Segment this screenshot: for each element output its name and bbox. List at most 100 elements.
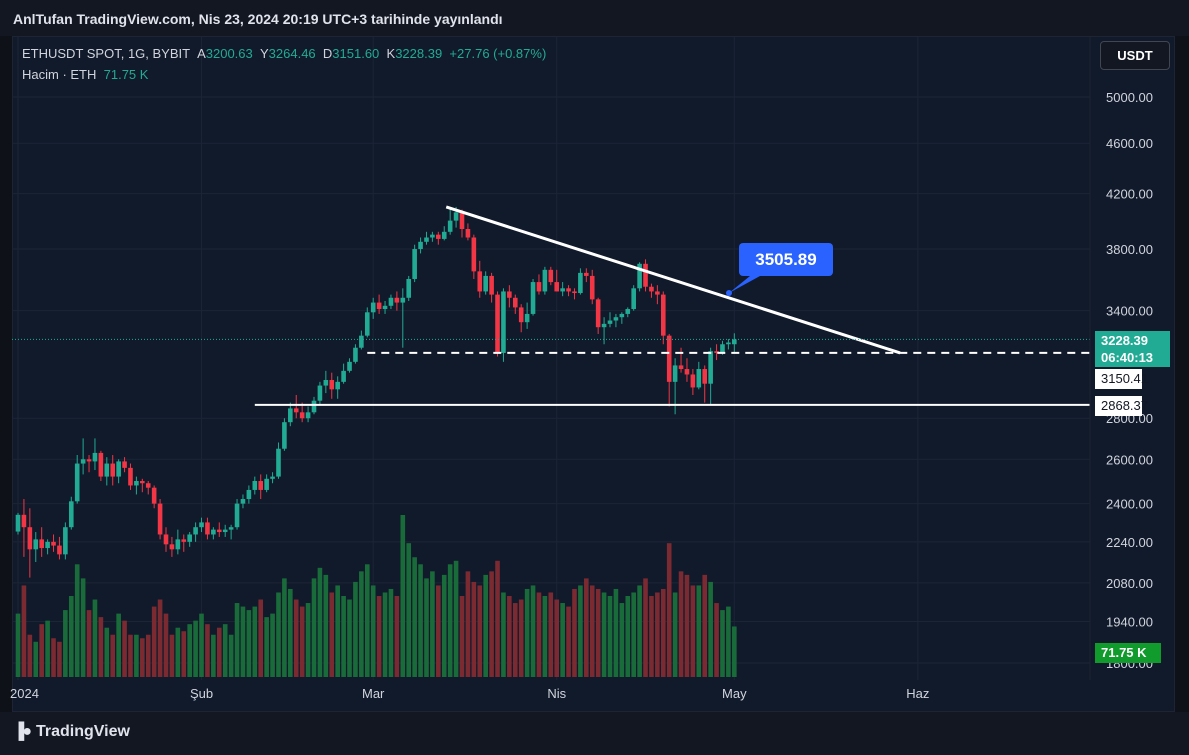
candle-body xyxy=(507,291,512,298)
candle-body xyxy=(512,297,518,308)
candle-body xyxy=(453,212,459,221)
candle-body xyxy=(282,422,287,449)
candle-body xyxy=(394,297,400,303)
volume-bar xyxy=(542,596,548,677)
callout-pointer xyxy=(729,276,760,293)
volume-bar xyxy=(323,574,329,677)
volume-bar xyxy=(370,585,376,677)
volume-bar xyxy=(720,610,725,677)
volume-bar xyxy=(507,596,512,677)
candle-body xyxy=(501,291,506,353)
candle-body xyxy=(317,385,323,401)
high-label: Y xyxy=(259,46,269,61)
candle-body xyxy=(613,317,619,321)
volume-bar xyxy=(157,599,163,677)
volume-bar xyxy=(240,606,246,677)
candle-body xyxy=(359,335,364,348)
volume-bar xyxy=(512,603,518,677)
candle-body xyxy=(406,278,412,298)
volume-bar xyxy=(57,641,62,677)
volume-bar xyxy=(317,567,323,677)
candle-body xyxy=(678,365,684,370)
volume-bar xyxy=(86,610,92,677)
candle-body xyxy=(536,282,542,292)
tradingview-logo-icon: ▐● xyxy=(13,723,32,740)
candle-body xyxy=(477,271,483,292)
volume-bar xyxy=(335,585,340,677)
volume-bars xyxy=(15,515,737,677)
candle-body xyxy=(672,365,678,382)
volume-legend: Hacim · ETH 71.75 K xyxy=(22,67,148,82)
volume-bar xyxy=(649,596,654,677)
published-caption: AnlTufan TradingView.com, Nis 23, 2024 2… xyxy=(13,11,503,27)
volume-bar xyxy=(548,592,554,677)
volume-bar xyxy=(501,592,506,677)
candle-body xyxy=(145,483,151,488)
candle-body xyxy=(566,288,571,292)
volume-bar xyxy=(228,634,234,677)
candle-body xyxy=(80,459,86,464)
chart-grid xyxy=(12,37,1090,680)
candle-body xyxy=(276,448,281,477)
candle-body xyxy=(157,503,163,535)
symbol-label[interactable]: ETHUSDT SPOT, 1G, BYBIT xyxy=(22,46,190,61)
candle-body xyxy=(86,459,92,462)
volume-bar xyxy=(726,606,731,677)
candle-body xyxy=(732,339,737,345)
volume-bar xyxy=(554,599,560,677)
candle-body xyxy=(45,541,50,549)
candle-body xyxy=(364,312,370,336)
candle-body xyxy=(63,527,68,555)
volume-bar xyxy=(619,603,625,677)
candle-body xyxy=(702,369,708,384)
candle-body xyxy=(193,527,198,535)
y-tick-label: 2240.00 xyxy=(1106,535,1153,550)
volume-bar xyxy=(364,564,370,677)
candle-body xyxy=(424,237,429,242)
candle-body xyxy=(128,467,133,486)
candle-body xyxy=(311,400,317,413)
volume-bar xyxy=(666,543,672,677)
candle-body xyxy=(436,234,441,239)
volume-bar xyxy=(643,578,648,677)
candle-body xyxy=(382,305,388,310)
volume-bar xyxy=(584,578,589,677)
volume-label[interactable]: Hacim · ETH xyxy=(22,67,97,82)
drawing-overlays xyxy=(12,205,1090,406)
candle-body xyxy=(619,313,625,318)
x-tick-label: 2024 xyxy=(10,686,39,701)
volume-bar xyxy=(465,571,471,677)
volume-bar xyxy=(453,560,459,677)
volume-bar xyxy=(199,613,204,677)
y-tick-label: 4200.00 xyxy=(1106,187,1153,202)
volume-bar xyxy=(566,606,571,677)
candle-body xyxy=(104,463,110,477)
volume-bar xyxy=(145,634,151,677)
volume-bar xyxy=(601,592,607,677)
volume-bar xyxy=(714,603,719,677)
volume-bar xyxy=(51,638,56,677)
volume-bar xyxy=(394,596,400,677)
volume-bar xyxy=(45,620,50,677)
volume-bar xyxy=(305,603,311,677)
candle-body xyxy=(15,514,21,532)
volume-bar xyxy=(530,585,536,677)
volume-bar xyxy=(33,641,39,677)
volume-bar xyxy=(572,588,577,677)
close-label: K xyxy=(386,46,396,61)
trendline-price-callout: 3505.89 xyxy=(739,243,833,276)
tradingview-logo[interactable]: ▐● TradingView xyxy=(13,723,130,741)
candle-body xyxy=(643,263,648,287)
x-tick-label: Haz xyxy=(906,686,929,701)
volume-bar xyxy=(595,588,601,677)
volume-tag: 71.75 K xyxy=(1095,643,1161,663)
callout-anchor-dot xyxy=(726,290,732,296)
candle-body xyxy=(548,269,554,283)
x-tick-label: Şub xyxy=(190,686,213,701)
candle-body xyxy=(607,320,613,324)
y-tick-label: 5000.00 xyxy=(1106,90,1153,105)
candle-body xyxy=(305,412,311,419)
currency-button[interactable]: USDT xyxy=(1100,41,1170,70)
volume-bar xyxy=(489,571,494,677)
